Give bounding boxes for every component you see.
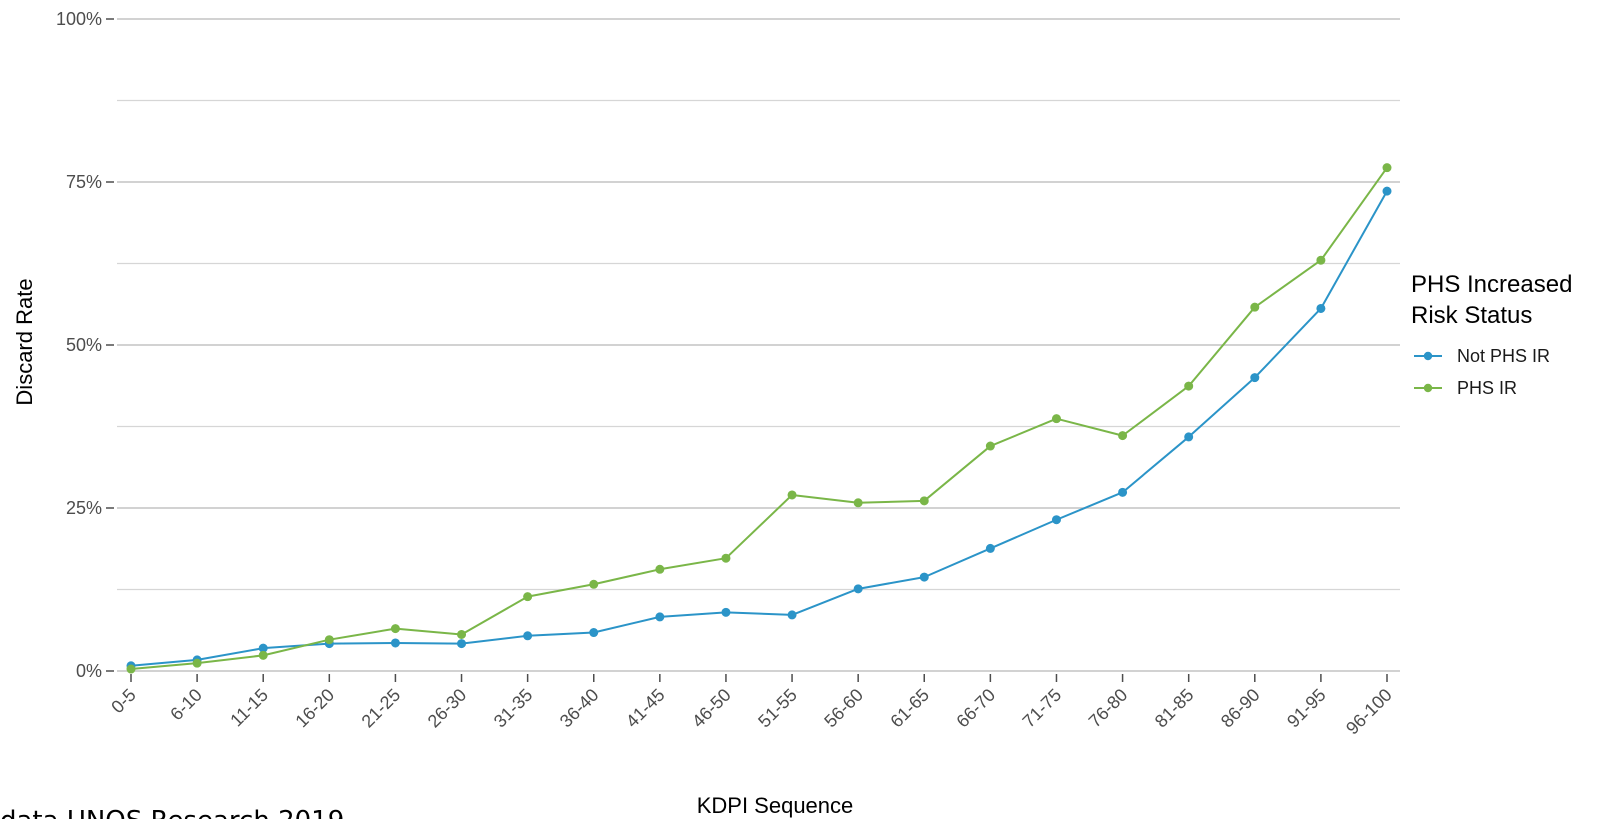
x-tick-label: 61-65: [886, 685, 933, 732]
y-tick-label: 75%: [66, 172, 102, 192]
series-1-point: [1051, 515, 1061, 525]
x-tick-label: 16-20: [291, 685, 338, 732]
x-tick-label: 86-90: [1217, 685, 1264, 732]
x-tick-label: 21-25: [358, 685, 405, 732]
series-2-point: [258, 650, 268, 660]
legend-label: PHS IR: [1457, 378, 1517, 398]
x-tick-label: 26-30: [424, 685, 471, 732]
x-tick-label: 81-85: [1151, 685, 1198, 732]
series-2-point: [192, 658, 202, 668]
series-2-point: [655, 564, 665, 574]
series-2-point: [324, 635, 334, 645]
legend: PHS Increased Risk Status Not PHS IR PHS …: [1411, 271, 1572, 398]
series-2-point: [1316, 255, 1326, 265]
legend-swatch-point: [1423, 351, 1433, 361]
source-note: data UNOS Research 2019: [0, 806, 344, 819]
series-2-point: [1118, 431, 1128, 441]
y-axis-title: Discard Rate: [12, 278, 37, 405]
series-1-point: [1118, 487, 1128, 497]
series-2-point: [919, 496, 929, 506]
x-tick-label: 51-55: [754, 685, 801, 732]
y-tick-label: 0%: [76, 661, 102, 681]
series-1-point: [655, 612, 665, 622]
series-2-point: [853, 498, 863, 508]
x-tick-label: 46-50: [688, 685, 735, 732]
series-1-point: [1316, 303, 1326, 313]
series-2-point: [126, 664, 136, 674]
series-2-point: [721, 553, 731, 563]
series-1-point: [787, 610, 797, 620]
x-tick-label: 96-100: [1342, 685, 1396, 739]
series-points: [126, 163, 1392, 674]
series-2-point: [390, 624, 400, 634]
series-1-point: [721, 607, 731, 617]
series-1-point: [1382, 186, 1392, 196]
legend-swatch-point: [1423, 383, 1433, 393]
legend-title-line2: Risk Status: [1411, 302, 1532, 329]
legend-items: Not PHS IR PHS IR: [1414, 346, 1550, 398]
series-line-1: [130, 190, 1388, 667]
series-1-point: [457, 639, 467, 649]
series-1-point: [589, 628, 599, 638]
series-2-point: [787, 490, 797, 500]
x-tick-label: 76-80: [1085, 685, 1132, 732]
series-2-point: [1184, 381, 1194, 391]
series-1-point: [523, 631, 533, 641]
x-axis-ticks: 0-5 6-10 11-15 16-20 21-25 26-30 31-35 36-40 41-…: [107, 674, 1396, 738]
x-tick-label: 41-45: [622, 685, 669, 732]
series-1-point: [1184, 432, 1194, 442]
series-2-point: [457, 629, 467, 639]
legend-label: Not PHS IR: [1457, 346, 1550, 366]
series-1-point: [853, 584, 863, 594]
y-tick-label: 100%: [56, 9, 102, 29]
x-tick-label: 66-70: [952, 685, 999, 732]
series-2-point: [1382, 163, 1392, 173]
x-tick-label: 56-60: [820, 685, 867, 732]
x-tick-label: 36-40: [556, 685, 603, 732]
x-tick-label: 71-75: [1019, 685, 1066, 732]
series-2-point: [1051, 414, 1061, 424]
series-1-point: [390, 638, 400, 648]
series-2-point: [985, 441, 995, 451]
x-axis-title: KDPI Sequence: [697, 793, 854, 818]
series-2-point: [1250, 302, 1260, 312]
legend-title-line1: PHS Increased: [1411, 271, 1572, 298]
x-tick-label: 11-15: [226, 685, 272, 731]
x-tick-label: 0-5: [107, 685, 140, 718]
series-lines: [130, 167, 1388, 671]
x-tick-label: 6-10: [166, 685, 206, 725]
series-2-point: [589, 579, 599, 589]
x-tick-label: 91-95: [1283, 685, 1330, 732]
series-1-point: [985, 543, 995, 553]
y-tick-label: 50%: [66, 335, 102, 355]
series-1-point: [919, 572, 929, 582]
x-tick-label: 31-35: [490, 685, 537, 732]
y-axis-ticks: 0% 25% 50% 75% 100%: [56, 9, 114, 681]
series-line-2: [130, 167, 1388, 671]
series-1-point: [1250, 373, 1260, 383]
series-2-point: [523, 592, 533, 602]
y-tick-label: 25%: [66, 498, 102, 518]
grid-lines: [117, 18, 1400, 672]
